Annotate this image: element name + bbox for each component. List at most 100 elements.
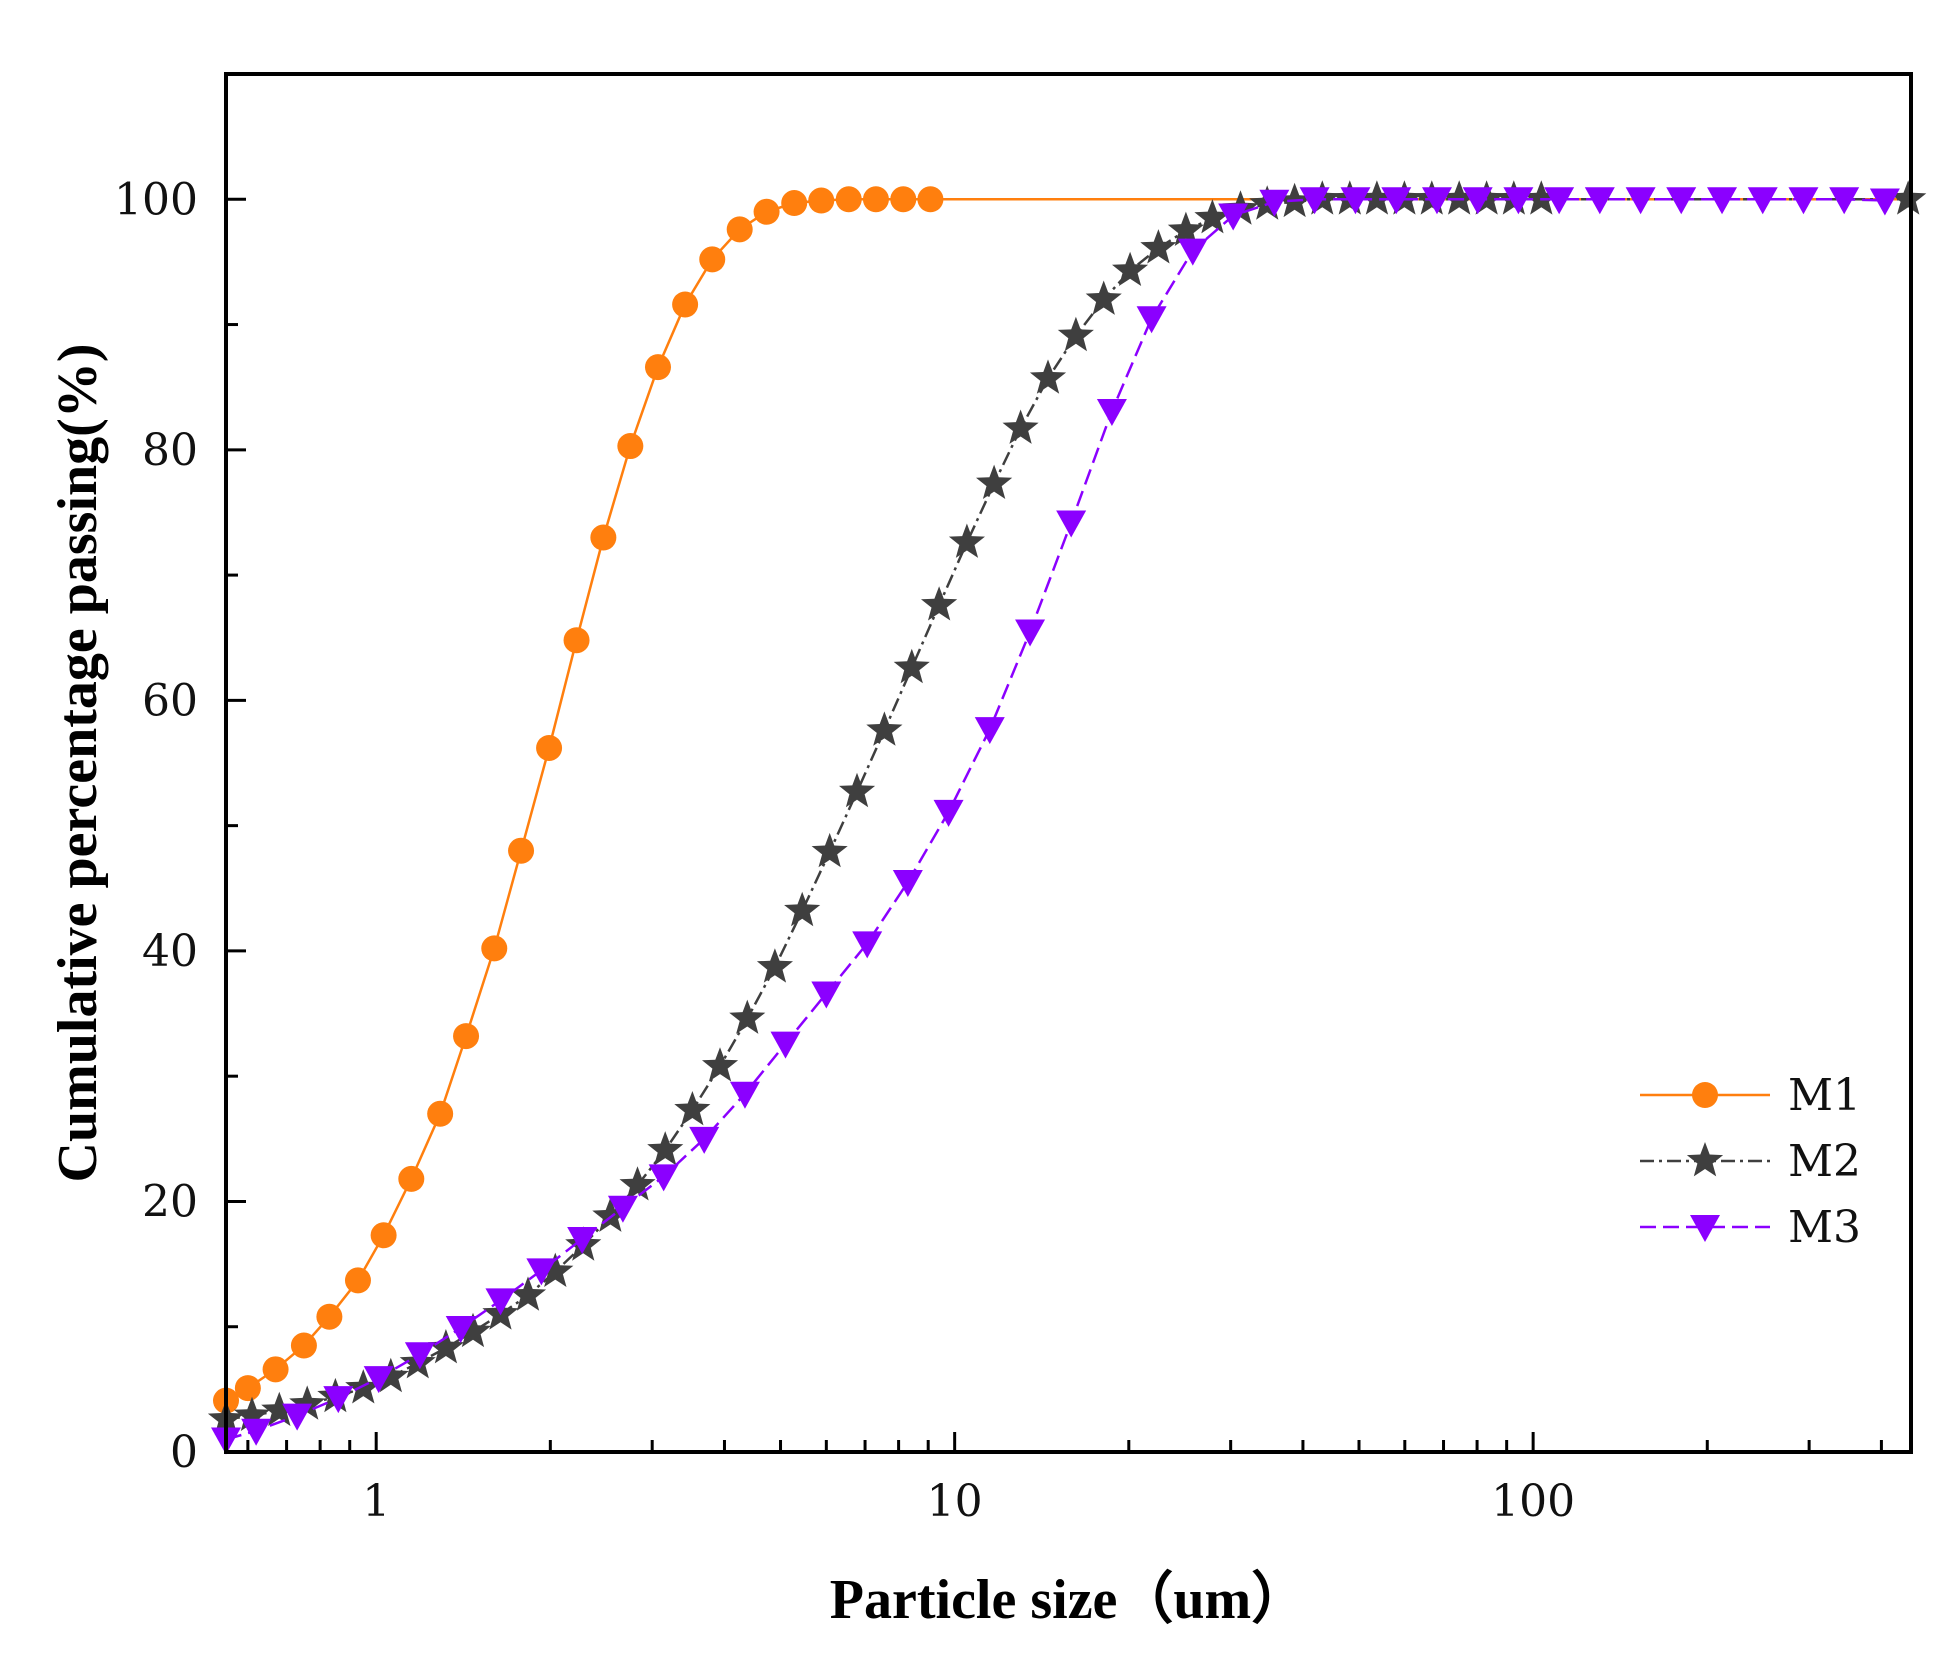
data-point — [526, 1258, 557, 1286]
data-point — [1056, 510, 1087, 538]
data-point — [866, 711, 903, 746]
data-point — [1002, 409, 1039, 444]
data-point — [509, 1276, 547, 1311]
data-point — [892, 870, 923, 898]
data-point — [1029, 359, 1067, 394]
data-point — [427, 1329, 464, 1364]
data-point — [592, 1197, 629, 1232]
plot-frame — [224, 72, 1913, 1454]
data-point — [933, 799, 964, 827]
data-point — [1625, 187, 1656, 215]
data-point — [233, 1396, 271, 1431]
y-tick-label: 80 — [142, 425, 198, 476]
data-point — [1194, 199, 1231, 234]
data-point — [398, 1165, 425, 1192]
data-point — [890, 186, 917, 213]
data-point — [811, 981, 842, 1009]
data-point — [1136, 306, 1167, 334]
data-point — [674, 1091, 711, 1126]
data-point — [1340, 187, 1371, 215]
legend-label: M1 — [1788, 1070, 1861, 1121]
data-point — [262, 1356, 289, 1383]
data-point — [835, 186, 862, 213]
data-point — [427, 1100, 454, 1127]
data-point — [1140, 229, 1177, 264]
data-point — [404, 1342, 435, 1370]
data-point — [729, 1081, 760, 1109]
legend-item-m3: M3 — [1640, 1202, 1861, 1253]
data-point — [282, 1403, 313, 1431]
data-point — [453, 1023, 480, 1050]
data-point — [808, 187, 835, 214]
legend-item-m2: M2 — [1640, 1136, 1861, 1187]
data-point — [689, 1126, 720, 1154]
ticks-layer: 0 20 40 60 80 100 1 10 100 — [114, 72, 1883, 1527]
data-point — [1666, 187, 1697, 215]
data-point — [672, 291, 699, 318]
data-point — [852, 931, 883, 959]
data-point — [323, 1386, 354, 1414]
data-point — [261, 1391, 298, 1426]
data-point — [839, 772, 876, 808]
series-m3 — [211, 187, 1900, 1455]
data-point — [917, 186, 944, 213]
legend-marker — [1692, 1082, 1718, 1108]
data-point — [976, 464, 1013, 499]
data-point — [372, 1357, 409, 1393]
data-point — [445, 1315, 476, 1343]
data-point — [1503, 187, 1534, 215]
data-point — [770, 1031, 801, 1059]
data-point — [563, 627, 590, 654]
data-point — [1544, 187, 1575, 215]
data-point — [1584, 187, 1615, 215]
data-point — [781, 190, 808, 217]
y-tick-label: 20 — [142, 1176, 198, 1227]
x-tick-label: 100 — [1491, 1476, 1575, 1527]
data-point — [1788, 187, 1819, 215]
data-point — [1096, 398, 1127, 426]
data-point — [647, 1131, 684, 1166]
data-point — [1441, 180, 1478, 215]
data-point — [1057, 316, 1094, 352]
x-tick-label: 10 — [927, 1476, 983, 1527]
data-point — [485, 1288, 516, 1316]
data-point — [1890, 180, 1927, 215]
data-point — [370, 1222, 397, 1249]
data-point — [1259, 189, 1290, 217]
y-tick-label: 40 — [142, 926, 198, 977]
data-point — [590, 524, 617, 551]
data-point — [1707, 187, 1738, 215]
data-point — [1167, 211, 1204, 246]
data-point — [1112, 251, 1149, 286]
x-axis-title: Particle size（um） — [830, 1568, 1307, 1631]
data-point — [1358, 180, 1395, 215]
data-point — [1299, 187, 1330, 215]
data-point — [921, 586, 958, 621]
data-point — [1747, 187, 1778, 215]
data-point — [753, 198, 780, 225]
y-axis-title: Cumulative percentage passing(%) — [47, 344, 109, 1183]
data-point — [1015, 619, 1046, 647]
y-tick-label: 100 — [114, 174, 198, 225]
legend: M1 M2 M3 — [1640, 1070, 1861, 1253]
data-point — [363, 1366, 394, 1394]
data-point — [1218, 203, 1249, 231]
data-point — [316, 1303, 343, 1330]
series-line — [225, 198, 1911, 1402]
x-tick-label: 1 — [362, 1476, 390, 1527]
data-point — [241, 1418, 272, 1446]
data-point — [234, 1375, 261, 1402]
data-point — [756, 948, 793, 983]
data-point — [784, 891, 821, 927]
data-point — [726, 216, 753, 243]
data-point — [862, 186, 889, 213]
data-point — [508, 837, 535, 864]
data-point — [1085, 280, 1122, 315]
data-point — [974, 717, 1005, 745]
y-tick-label: 0 — [170, 1427, 198, 1478]
data-point — [644, 354, 671, 381]
data-point — [1381, 187, 1412, 215]
data-point — [344, 1267, 371, 1294]
